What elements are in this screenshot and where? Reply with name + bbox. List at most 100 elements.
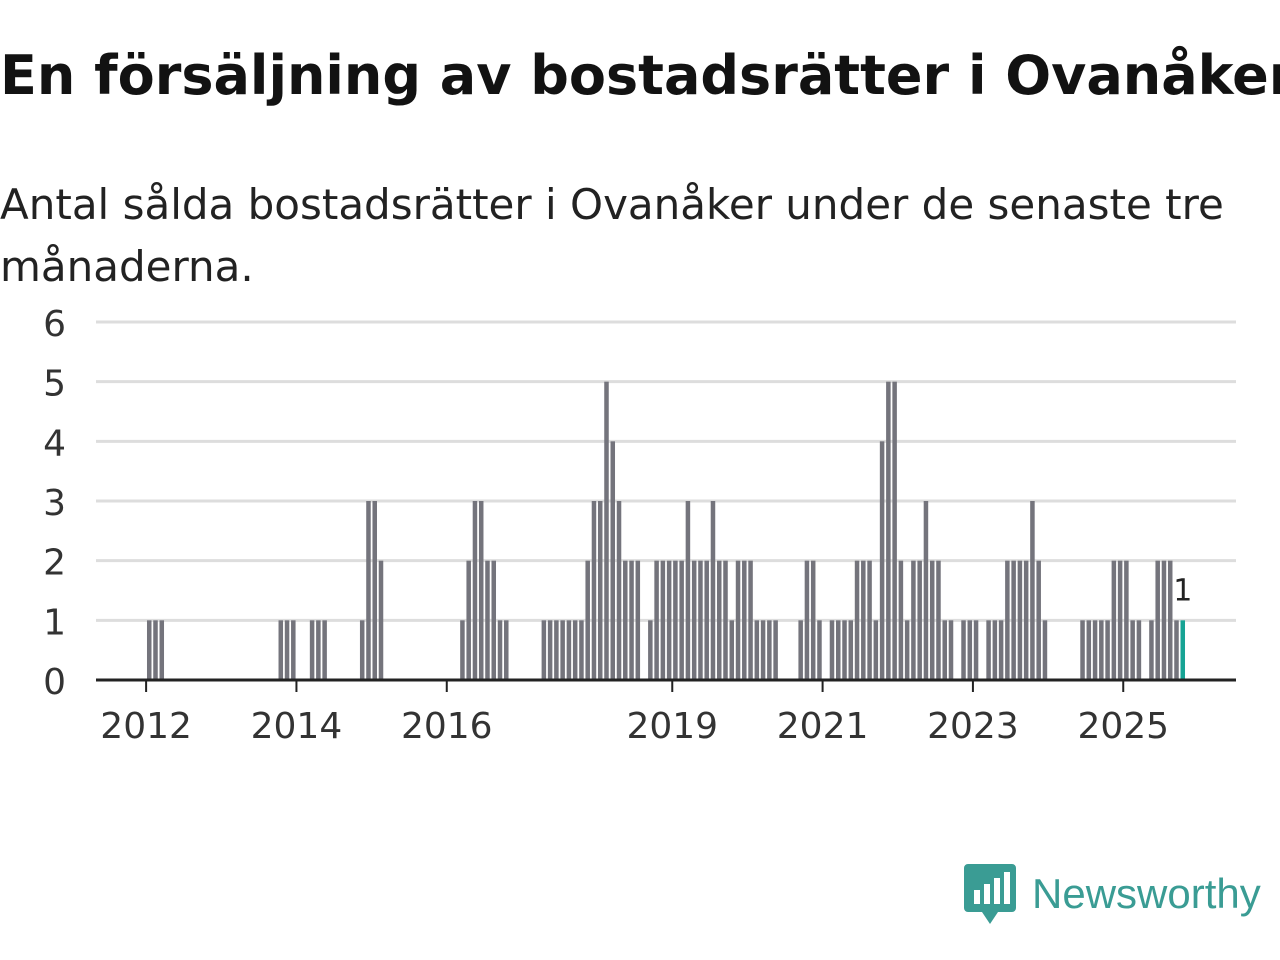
bar [804, 560, 810, 680]
bar [729, 620, 735, 680]
bar [754, 620, 760, 680]
bar [472, 501, 478, 680]
bar [673, 560, 678, 680]
bar [723, 560, 728, 680]
bar [591, 501, 597, 680]
bar [1080, 620, 1085, 680]
bar [466, 560, 471, 680]
bar [998, 620, 1004, 680]
y-tick-label: 0 [43, 662, 66, 703]
bar [1017, 560, 1023, 680]
bar [710, 501, 716, 680]
chart-subtitle: Antal sålda bostadsrätter i Ovanåker und… [0, 180, 1224, 291]
bar [936, 560, 941, 680]
bar [284, 620, 290, 680]
bar [579, 620, 584, 680]
bar [892, 381, 897, 680]
bar [691, 560, 697, 680]
bar [1105, 620, 1110, 680]
bar [923, 501, 929, 680]
bar [898, 560, 904, 680]
bar [1030, 501, 1035, 680]
y-tick-label: 1 [43, 602, 66, 643]
x-tick-label: 2019 [626, 706, 718, 747]
bar [973, 620, 979, 680]
bar [760, 620, 766, 680]
bar [1174, 620, 1179, 680]
bar [610, 441, 616, 680]
newsworthy-logo-icon [964, 864, 1016, 924]
bar [854, 560, 860, 680]
bar [886, 381, 891, 680]
bar [648, 620, 653, 680]
bar [679, 560, 684, 680]
bar [1042, 620, 1048, 680]
brand-name: Newsworthy [1032, 870, 1261, 917]
bar [929, 560, 935, 680]
bar [1011, 560, 1016, 680]
bar [1161, 560, 1167, 680]
bar [967, 620, 973, 680]
bar [366, 501, 371, 680]
bar [378, 560, 384, 680]
data-label: 1 [1173, 573, 1192, 608]
bar [867, 560, 872, 680]
bar [842, 620, 847, 680]
bar [654, 560, 659, 680]
x-tick-label: 2023 [927, 706, 1019, 747]
bar [1111, 560, 1117, 680]
x-tick-label: 2014 [251, 706, 343, 747]
x-tick-label: 2021 [777, 706, 869, 747]
bar [322, 620, 327, 680]
bar [861, 560, 866, 680]
bar [309, 620, 315, 680]
bar [879, 441, 885, 680]
brand-logo: Newsworthy [964, 864, 1261, 924]
bar [773, 620, 778, 680]
bar [1155, 560, 1160, 680]
bar [1180, 620, 1186, 680]
bar [992, 620, 998, 680]
bar [917, 560, 922, 680]
bar [146, 620, 152, 680]
bar [685, 501, 691, 680]
bar [1099, 620, 1104, 680]
bar [504, 620, 509, 680]
bar [629, 560, 634, 680]
bar [835, 620, 841, 680]
chart-title: En försäljning av bostadsrätter i Ovanåk… [0, 44, 1280, 107]
bar [291, 620, 296, 680]
bar [278, 620, 284, 680]
bar [986, 620, 991, 680]
bar-chart: 0 1 2 3 4 5 6 2012 2014 2016 2019 2021 2023 2025 1 [43, 304, 1236, 747]
bar [635, 560, 641, 680]
bar [767, 620, 772, 680]
x-tick-label: 2025 [1077, 706, 1169, 747]
bar [372, 501, 377, 680]
bar [1036, 560, 1041, 680]
bar [829, 620, 835, 680]
bar [547, 620, 553, 680]
bar [1086, 620, 1092, 680]
bar [554, 620, 559, 680]
bar [904, 620, 910, 680]
bar [666, 560, 672, 680]
bar [817, 620, 822, 680]
bar [491, 560, 497, 680]
y-tick-label: 4 [43, 423, 66, 464]
bar [948, 620, 954, 680]
bar [704, 560, 709, 680]
bar [566, 620, 572, 680]
bar [1124, 560, 1129, 680]
bar [1130, 620, 1135, 680]
bar [560, 620, 565, 680]
y-tick-label: 5 [43, 364, 66, 405]
bar [1136, 620, 1142, 680]
bar [1023, 560, 1029, 680]
bar [153, 620, 158, 680]
bar [623, 560, 628, 680]
bar [1092, 620, 1098, 680]
bar [541, 620, 547, 680]
bar [1005, 560, 1010, 680]
bar [572, 620, 578, 680]
